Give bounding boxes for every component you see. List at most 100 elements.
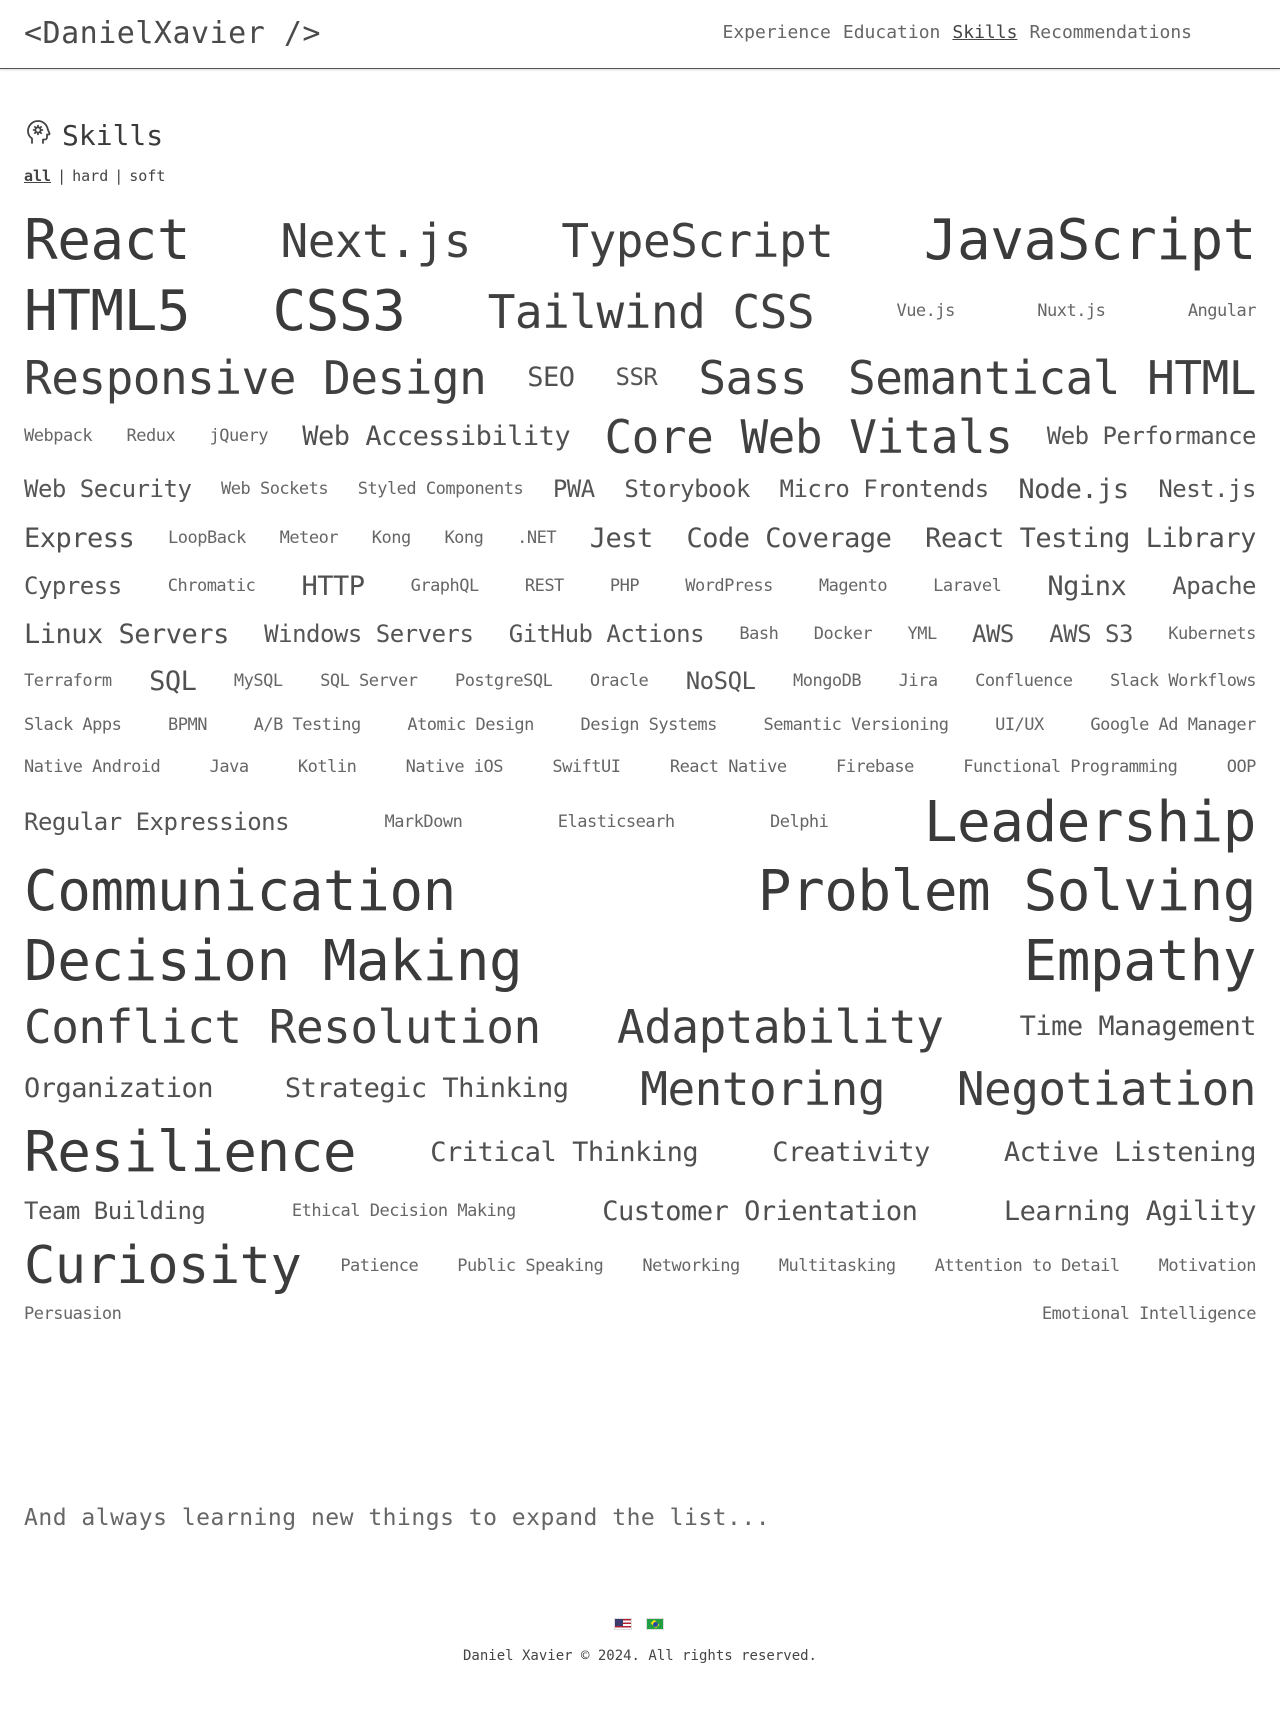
skill-tag[interactable]: Java: [209, 757, 249, 778]
skill-tag[interactable]: Node.js: [1018, 474, 1129, 506]
skill-tag[interactable]: .NET: [517, 528, 557, 549]
nav-experience[interactable]: Experience: [722, 22, 831, 43]
skill-tag[interactable]: Slack Apps: [24, 715, 122, 736]
skill-tag[interactable]: Functional Programming: [963, 757, 1178, 778]
skill-tag[interactable]: Networking: [642, 1256, 740, 1277]
skill-tag[interactable]: Styled Components: [357, 479, 524, 500]
skill-tag[interactable]: Native iOS: [405, 757, 504, 778]
skill-tag[interactable]: GitHub Actions: [508, 620, 705, 649]
skill-tag[interactable]: Empathy: [1023, 928, 1256, 994]
skill-tag[interactable]: Semantical HTML: [848, 350, 1256, 405]
skill-tag[interactable]: Multitasking: [778, 1256, 896, 1277]
skill-tag[interactable]: Web Sockets: [221, 479, 329, 500]
skill-tag[interactable]: JavaScript: [923, 207, 1257, 273]
skill-tag[interactable]: A/B Testing: [253, 715, 362, 736]
skill-tag[interactable]: Native Android: [24, 757, 161, 778]
skill-tag[interactable]: Elasticsearh: [557, 812, 675, 833]
nav-education[interactable]: Education: [842, 22, 941, 43]
skill-tag[interactable]: Design Systems: [580, 715, 718, 736]
skill-tag[interactable]: Oracle: [589, 671, 649, 692]
skill-tag[interactable]: Magento: [818, 576, 888, 597]
skill-tag[interactable]: Chromatic: [167, 576, 256, 597]
skill-tag[interactable]: REST: [524, 576, 564, 597]
skill-tag[interactable]: Critical Thinking: [430, 1137, 699, 1169]
skill-tag[interactable]: Adaptability: [617, 999, 944, 1054]
skill-tag[interactable]: MySQL: [233, 671, 283, 692]
skill-tag[interactable]: Cypress: [24, 572, 122, 601]
skill-tag[interactable]: Tailwind CSS: [487, 284, 815, 339]
skill-tag[interactable]: Active Listening: [1003, 1137, 1257, 1169]
skill-tag[interactable]: Nest.js: [1158, 475, 1256, 504]
skill-tag[interactable]: MarkDown: [384, 812, 463, 833]
skill-tag[interactable]: Next.js: [280, 213, 472, 268]
skill-tag[interactable]: Firebase: [835, 757, 914, 778]
skill-tag[interactable]: Code Coverage: [686, 523, 892, 555]
skill-tag[interactable]: PWA: [552, 475, 595, 504]
skill-tag[interactable]: Organization: [24, 1073, 214, 1105]
skill-tag[interactable]: Attention to Detail: [934, 1256, 1120, 1277]
skill-tag[interactable]: Team Building: [24, 1197, 206, 1226]
skill-tag[interactable]: Creativity: [772, 1137, 930, 1169]
skill-tag[interactable]: Mentoring: [640, 1061, 886, 1116]
skill-tag[interactable]: Core Web Vitals: [604, 409, 1013, 464]
skill-tag[interactable]: Problem Solving: [757, 858, 1257, 924]
skill-tag[interactable]: Persuasion: [24, 1304, 122, 1325]
skill-tag[interactable]: Nginx: [1047, 571, 1127, 603]
filter-soft[interactable]: soft: [129, 167, 166, 185]
skill-tag[interactable]: Redux: [126, 426, 176, 447]
skill-tag[interactable]: Kong: [371, 528, 411, 549]
skill-tag[interactable]: Jest: [589, 523, 654, 555]
skill-tag[interactable]: Jira: [898, 671, 938, 692]
skill-tag[interactable]: AWS S3: [1049, 620, 1133, 649]
skill-tag[interactable]: Laravel: [933, 576, 1002, 597]
skill-tag[interactable]: Communication: [24, 858, 456, 924]
skill-tag[interactable]: Angular: [1187, 301, 1257, 322]
skill-tag[interactable]: Time Management: [1019, 1011, 1257, 1043]
skill-tag[interactable]: Docker: [813, 624, 873, 645]
skill-tag[interactable]: Linux Servers: [24, 619, 229, 651]
skill-tag[interactable]: jQuery: [209, 426, 269, 447]
skill-tag[interactable]: Learning Agility: [1003, 1196, 1257, 1228]
skill-tag[interactable]: Curiosity: [24, 1236, 302, 1297]
skill-tag[interactable]: React Native: [669, 757, 787, 778]
skill-tag[interactable]: Nuxt.js: [1037, 301, 1106, 322]
skill-tag[interactable]: CSS3: [272, 278, 406, 344]
skill-tag[interactable]: React Testing Library: [925, 523, 1256, 555]
skill-tag[interactable]: SQL: [149, 666, 197, 698]
skill-tag[interactable]: Confluence: [975, 671, 1073, 692]
skill-tag[interactable]: Webpack: [24, 426, 93, 447]
skill-tag[interactable]: Ethical Decision Making: [291, 1201, 516, 1222]
skill-tag[interactable]: Decision Making: [24, 928, 523, 994]
nav-recommendations[interactable]: Recommendations: [1029, 22, 1192, 43]
skill-tag[interactable]: Public Speaking: [457, 1256, 604, 1277]
skill-tag[interactable]: Meteor: [279, 528, 339, 549]
skill-tag[interactable]: Google Ad Manager: [1090, 715, 1256, 736]
skill-tag[interactable]: Emotional Intelligence: [1041, 1304, 1257, 1325]
skill-tag[interactable]: Web Accessibility: [302, 421, 571, 453]
skill-tag[interactable]: SSR: [615, 363, 658, 392]
skill-tag[interactable]: Web Performance: [1046, 422, 1257, 451]
site-logo[interactable]: <DanielXavier />: [24, 16, 321, 51]
skill-tag[interactable]: TypeScript: [561, 213, 834, 268]
skill-tag[interactable]: Kubernets: [1168, 624, 1256, 645]
skill-tag[interactable]: Kotlin: [297, 757, 357, 778]
skill-tag[interactable]: SwiftUI: [552, 757, 621, 778]
skill-tag[interactable]: AWS: [972, 620, 1014, 649]
skill-tag[interactable]: Conflict Resolution: [24, 999, 541, 1054]
skill-tag[interactable]: Patience: [340, 1256, 419, 1277]
flag-us-icon[interactable]: [614, 1618, 632, 1630]
skill-tag[interactable]: WordPress: [685, 576, 773, 597]
skill-tag[interactable]: Kong: [444, 528, 484, 549]
skill-tag[interactable]: Strategic Thinking: [284, 1073, 569, 1105]
skill-tag[interactable]: SEO: [527, 362, 575, 394]
skill-tag[interactable]: Windows Servers: [264, 620, 474, 649]
skill-tag[interactable]: SQL Server: [320, 671, 418, 692]
skill-tag[interactable]: React: [24, 207, 191, 273]
skill-tag[interactable]: Semantic Versioning: [763, 715, 949, 736]
skill-tag[interactable]: Resilience: [24, 1119, 357, 1185]
skill-tag[interactable]: Slack Workflows: [1109, 671, 1257, 692]
skill-tag[interactable]: Bash: [739, 624, 779, 645]
skill-tag[interactable]: Sass: [698, 350, 808, 405]
nav-skills[interactable]: Skills: [952, 22, 1018, 43]
skill-tag[interactable]: OOP: [1226, 757, 1257, 778]
